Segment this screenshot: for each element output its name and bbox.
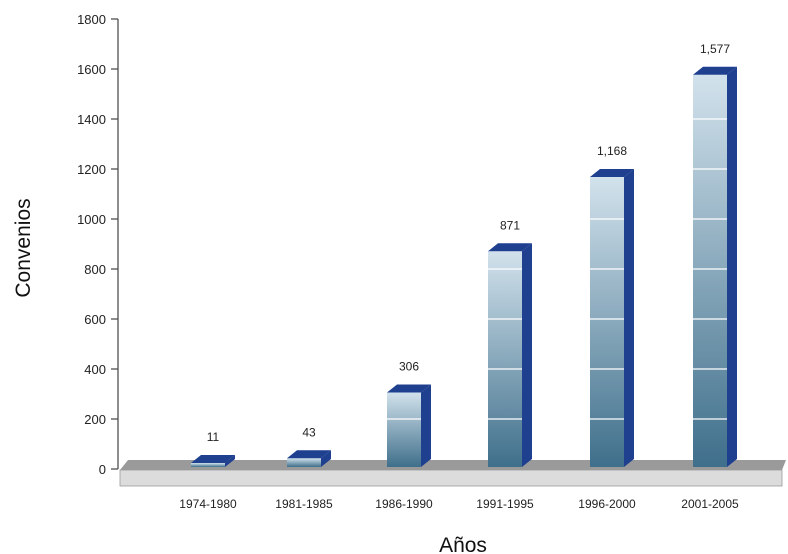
value-label: 43 bbox=[302, 425, 316, 439]
y-axis: 0 200 400 600 800 1000 1200 1400 1600 1800 bbox=[77, 12, 119, 477]
bar-2001-2005: 1,577 bbox=[693, 42, 737, 467]
bar-front bbox=[693, 74, 727, 467]
bar-front bbox=[387, 392, 421, 467]
category-label: 1991-1995 bbox=[476, 497, 534, 511]
y-tick-label: 0 bbox=[99, 462, 106, 477]
value-label: 1,168 bbox=[597, 144, 627, 158]
y-tick-label: 800 bbox=[84, 262, 106, 277]
y-tick-label: 1000 bbox=[77, 212, 106, 227]
value-label: 871 bbox=[500, 218, 520, 232]
y-tick-label: 400 bbox=[84, 362, 106, 377]
y-tick-label: 1200 bbox=[77, 162, 106, 177]
value-label: 1,577 bbox=[700, 42, 730, 56]
bar-side bbox=[225, 455, 235, 467]
bar-side bbox=[321, 450, 331, 467]
category-label: 1974-1980 bbox=[179, 497, 237, 511]
y-axis-title: Convenios bbox=[12, 198, 35, 297]
bar-side bbox=[624, 169, 634, 467]
value-label: 306 bbox=[399, 360, 419, 374]
bar-1991-1995: 871 bbox=[488, 218, 532, 467]
y-tick-label: 1400 bbox=[77, 112, 106, 127]
bar-1996-2000: 1,168 bbox=[590, 144, 634, 467]
bar-1986-1990: 306 bbox=[387, 360, 431, 467]
bar-1974-1980: 11 bbox=[191, 430, 235, 467]
bar-top bbox=[693, 66, 737, 75]
y-tick-label: 1800 bbox=[77, 12, 106, 27]
bars: 11 43 306 871 1,168 1,577 bbox=[191, 42, 737, 467]
category-label: 1996-2000 bbox=[578, 497, 636, 511]
bar-1981-1985: 43 bbox=[287, 425, 331, 467]
value-label: 11 bbox=[207, 430, 220, 444]
category-label: 2001-2005 bbox=[681, 497, 739, 511]
bar-side bbox=[727, 66, 737, 467]
bar-side bbox=[421, 384, 431, 467]
bar-top bbox=[488, 243, 532, 252]
bar-front bbox=[590, 177, 624, 467]
bar-side bbox=[522, 243, 532, 467]
x-axis-title: Años bbox=[439, 534, 487, 554]
category-label: 1986-1990 bbox=[375, 497, 433, 511]
bar-top bbox=[287, 450, 331, 459]
bar-top bbox=[590, 169, 634, 177]
category-label: 1981-1985 bbox=[275, 497, 333, 511]
x-axis-labels: 1974-1980 1981-1985 1986-1990 1991-1995 1996… bbox=[179, 497, 739, 511]
bar-front bbox=[287, 458, 321, 467]
y-tick-label: 600 bbox=[84, 312, 106, 327]
bar-front bbox=[488, 251, 522, 467]
y-tick-label: 1600 bbox=[77, 62, 106, 77]
floor-front bbox=[119, 469, 783, 487]
y-tick-label: 200 bbox=[84, 412, 106, 427]
bar-top bbox=[191, 455, 235, 463]
bar-front bbox=[191, 463, 225, 467]
bar-top bbox=[387, 384, 431, 393]
